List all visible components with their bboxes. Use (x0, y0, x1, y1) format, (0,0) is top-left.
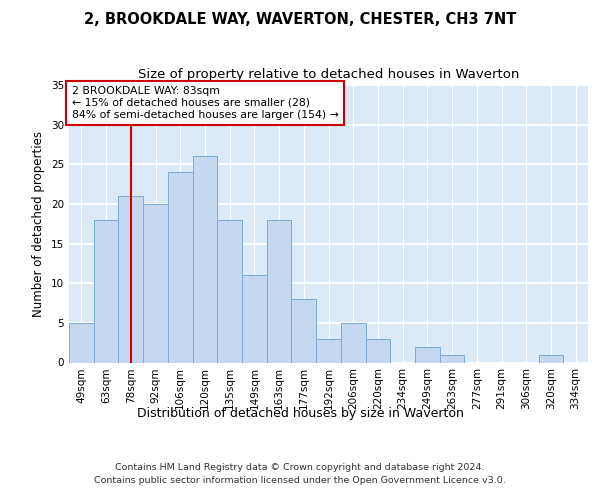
Bar (217, 220, 242, 362)
Bar (267, 220, 292, 362)
Bar (69, 323, 94, 362)
Y-axis label: Number of detached properties: Number of detached properties (32, 130, 46, 317)
Text: Distribution of detached houses by size in Waverton: Distribution of detached houses by size … (137, 408, 463, 420)
Bar (341, 323, 365, 362)
Text: Contains HM Land Registry data © Crown copyright and database right 2024.: Contains HM Land Registry data © Crown c… (115, 462, 485, 471)
Bar (316, 338, 341, 362)
Bar (440, 354, 464, 362)
Bar (415, 346, 440, 362)
Bar (143, 204, 168, 362)
Bar (539, 354, 563, 362)
Bar (168, 172, 193, 362)
Bar (292, 299, 316, 362)
Bar (94, 220, 118, 362)
Bar (193, 156, 217, 362)
Bar (365, 338, 390, 362)
Bar (242, 276, 267, 362)
Text: 2 BROOKDALE WAY: 83sqm
← 15% of detached houses are smaller (28)
84% of semi-det: 2 BROOKDALE WAY: 83sqm ← 15% of detached… (71, 86, 338, 120)
Text: 2, BROOKDALE WAY, WAVERTON, CHESTER, CH3 7NT: 2, BROOKDALE WAY, WAVERTON, CHESTER, CH3… (84, 12, 516, 28)
Bar (118, 196, 143, 362)
Title: Size of property relative to detached houses in Waverton: Size of property relative to detached ho… (138, 68, 519, 81)
Text: Contains public sector information licensed under the Open Government Licence v3: Contains public sector information licen… (94, 476, 506, 485)
